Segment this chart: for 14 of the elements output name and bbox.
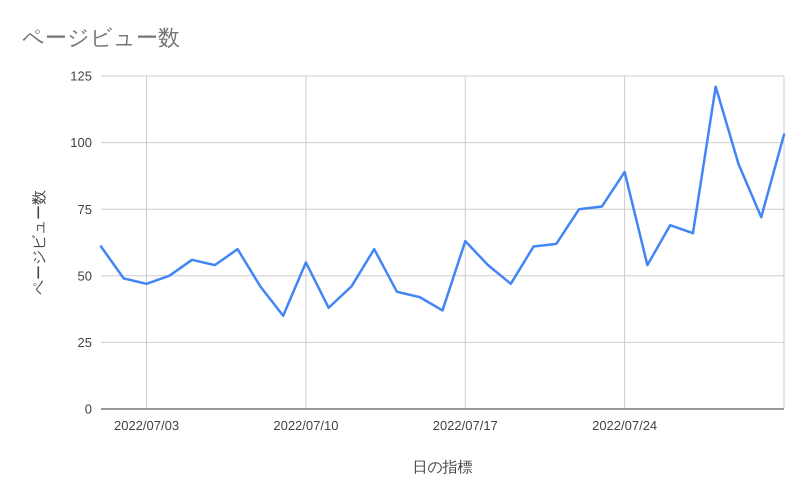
x-tick-label: 2022/07/17	[432, 418, 498, 433]
y-axis-title: ページビュー数	[31, 190, 48, 295]
x-tick-label: 2022/07/10	[273, 418, 338, 433]
line-series	[100, 85, 786, 318]
x-axis-title: 日の指標	[412, 459, 472, 476]
y-tick-label: 125	[70, 68, 92, 84]
y-tick-label: 75	[78, 202, 92, 217]
y-tick-label: 25	[78, 334, 92, 350]
y-tick-label: 50	[78, 268, 92, 284]
chart-title: ページビュー数	[22, 25, 180, 50]
y-tick-label: 100	[70, 135, 92, 150]
y-tick-label: 0	[84, 402, 92, 417]
x-tick-label: 2022/07/24	[592, 418, 658, 433]
x-tick-label: 2022/07/03	[114, 418, 180, 433]
